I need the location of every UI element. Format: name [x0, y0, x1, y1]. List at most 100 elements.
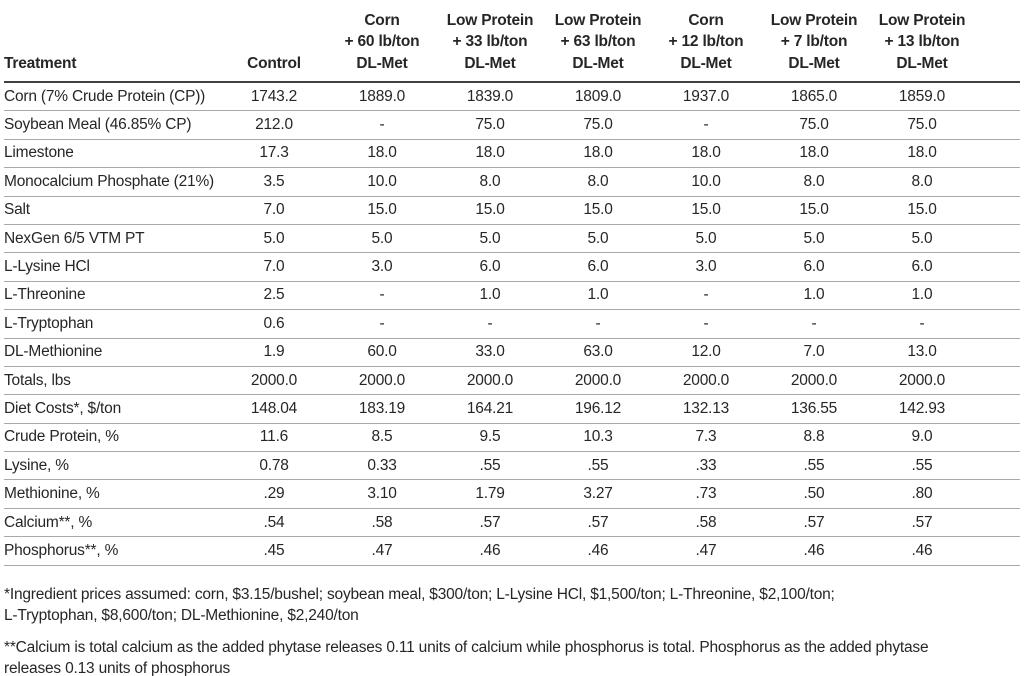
- row-label: L-Threonine: [4, 286, 86, 304]
- table-cell: 0.33: [367, 456, 397, 474]
- table-cell: -: [379, 286, 385, 304]
- row-label: DL-Methionine: [4, 343, 103, 361]
- table-cell: 6.0: [803, 258, 825, 276]
- table-row: Crude Protein, % 11.6 8.5 9.5 10.3 7.3 8.8 9.0: [4, 424, 1020, 453]
- table-cell: 1865.0: [790, 87, 838, 105]
- footnote-line: L-Tryptophan, $8,600/ton; DL-Methionine,…: [4, 607, 359, 625]
- table-cell: 18.0: [799, 144, 829, 162]
- footnotes: *Ingredient prices assumed: corn, $3.15/…: [4, 584, 1020, 676]
- table-cell: 212.0: [255, 116, 293, 134]
- column-header-line: + 60 lb/ton: [344, 33, 420, 50]
- table-cell: 17.3: [259, 144, 289, 162]
- table-row: Lysine, % 0.78 0.33 .55 .55 .33 .55 .55: [4, 452, 1020, 481]
- table-row: Diet Costs*, $/ton 148.04 183.19 164.21 196.…: [4, 395, 1020, 424]
- table-cell: 6.0: [587, 258, 609, 276]
- table-cell: 0.78: [259, 456, 289, 474]
- table-cell: -: [703, 286, 709, 304]
- table-cell: 1937.0: [682, 87, 730, 105]
- footnote-line: **Calcium is total calcium as the added …: [4, 638, 929, 656]
- table-cell: 1809.0: [574, 87, 622, 105]
- column-header: Low Protein + 63 lb/ton DL-Met: [544, 10, 652, 75]
- table-cell: 18.0: [367, 144, 397, 162]
- table-cell: 2000.0: [466, 371, 514, 389]
- column-header-line: + 13 lb/ton: [884, 33, 960, 50]
- table-row: L-Threonine 2.5 - 1.0 1.0 - 1.0 1.0: [4, 282, 1020, 311]
- table-cell: 60.0: [367, 343, 397, 361]
- table-cell: .46: [803, 541, 825, 559]
- column-header: Corn + 12 lb/ton DL-Met: [652, 10, 760, 75]
- table-cell: 8.8: [803, 428, 825, 446]
- row-label: L-Lysine HCl: [4, 258, 90, 276]
- table-row: Soybean Meal (46.85% CP) 212.0 - 75.0 75.0 - 7…: [4, 111, 1020, 140]
- table-row: L-Tryptophan 0.6 - - - - - -: [4, 310, 1020, 339]
- footnote-ingredient-prices: *Ingredient prices assumed: corn, $3.15/…: [4, 584, 1020, 627]
- table-cell: 75.0: [475, 116, 505, 134]
- table-cell: 15.0: [799, 201, 829, 219]
- row-label: Lysine, %: [4, 456, 69, 474]
- table-cell: 1.0: [911, 286, 933, 304]
- table-cell: -: [919, 314, 925, 332]
- table-cell: -: [703, 314, 709, 332]
- table-cell: 15.0: [475, 201, 505, 219]
- table-body: Corn (7% Crude Protein (CP)) 1743.2 1889.0…: [4, 83, 1020, 566]
- table-row: Phosphorus**, % .45 .47 .46 .46 .47 .46 .46: [4, 537, 1020, 566]
- table-cell: 8.0: [587, 172, 609, 190]
- table-cell: 3.0: [371, 258, 393, 276]
- row-label: Methionine, %: [4, 485, 100, 503]
- table-cell: 75.0: [583, 116, 613, 134]
- table-cell: 8.0: [911, 172, 933, 190]
- table-cell: 5.0: [695, 229, 717, 247]
- table-cell: 18.0: [907, 144, 937, 162]
- table-cell: .58: [695, 513, 717, 531]
- column-header-line: DL-Met: [356, 54, 408, 72]
- table-row: Monocalcium Phosphate (21%) 3.5 10.0 8.0 8.0…: [4, 168, 1020, 197]
- column-header: Low Protein + 13 lb/ton DL-Met: [868, 10, 976, 75]
- column-header-line: Low Protein: [770, 11, 858, 29]
- row-label: Calcium**, %: [4, 513, 93, 531]
- table-header-row: Treatment Control Corn + 60 lb/ton DL-Met Lo…: [4, 2, 1020, 83]
- table-cell: 3.5: [263, 172, 285, 190]
- table-row: Corn (7% Crude Protein (CP)) 1743.2 1889.0…: [4, 83, 1020, 112]
- column-header-line: Low Protein: [446, 11, 534, 29]
- column-header-line: Control: [247, 54, 301, 72]
- table-cell: 1839.0: [466, 87, 514, 105]
- table-cell: .47: [695, 541, 717, 559]
- column-header-line: DL-Met: [680, 54, 732, 72]
- table-cell: 15.0: [691, 201, 721, 219]
- row-label: Salt: [4, 201, 30, 219]
- table-cell: .55: [587, 456, 609, 474]
- column-header-line: + 33 lb/ton: [452, 33, 528, 50]
- table-cell: 1.9: [263, 343, 285, 361]
- table-cell: 18.0: [691, 144, 721, 162]
- table-cell: 15.0: [583, 201, 613, 219]
- table-cell: 1889.0: [358, 87, 406, 105]
- table-cell: 12.0: [691, 343, 721, 361]
- table-cell: .33: [695, 456, 717, 474]
- row-label: Corn (7% Crude Protein (CP)): [4, 87, 206, 105]
- footnote-calcium-phosphorus: **Calcium is total calcium as the added …: [4, 637, 1020, 676]
- row-label: Monocalcium Phosphate (21%): [4, 172, 214, 190]
- table-cell: .55: [911, 456, 933, 474]
- table-cell: 15.0: [367, 201, 397, 219]
- table-cell: 13.0: [907, 343, 937, 361]
- table-cell: 5.0: [479, 229, 501, 247]
- table-cell: 7.0: [263, 258, 285, 276]
- table-cell: 183.19: [358, 399, 406, 417]
- table-cell: 2000.0: [898, 371, 946, 389]
- column-header: Corn + 60 lb/ton DL-Met: [328, 10, 436, 75]
- table-cell: 2000.0: [250, 371, 298, 389]
- footnote-line: *Ingredient prices assumed: corn, $3.15/…: [4, 585, 835, 603]
- table-cell: 10.0: [367, 172, 397, 190]
- table-cell: 1.0: [803, 286, 825, 304]
- table-row: Limestone 17.3 18.0 18.0 18.0 18.0 18.0 18.0: [4, 140, 1020, 169]
- table-cell: 2000.0: [574, 371, 622, 389]
- table-cell: -: [703, 116, 709, 134]
- row-label: Crude Protein, %: [4, 428, 119, 446]
- row-label: Limestone: [4, 144, 74, 162]
- table-cell: .47: [371, 541, 393, 559]
- column-header-line: DL-Met: [572, 54, 624, 72]
- table-cell: 9.0: [911, 428, 933, 446]
- column-header-line: + 63 lb/ton: [560, 33, 636, 50]
- feed-treatment-table: Treatment Control Corn + 60 lb/ton DL-Met Lo…: [4, 2, 1020, 566]
